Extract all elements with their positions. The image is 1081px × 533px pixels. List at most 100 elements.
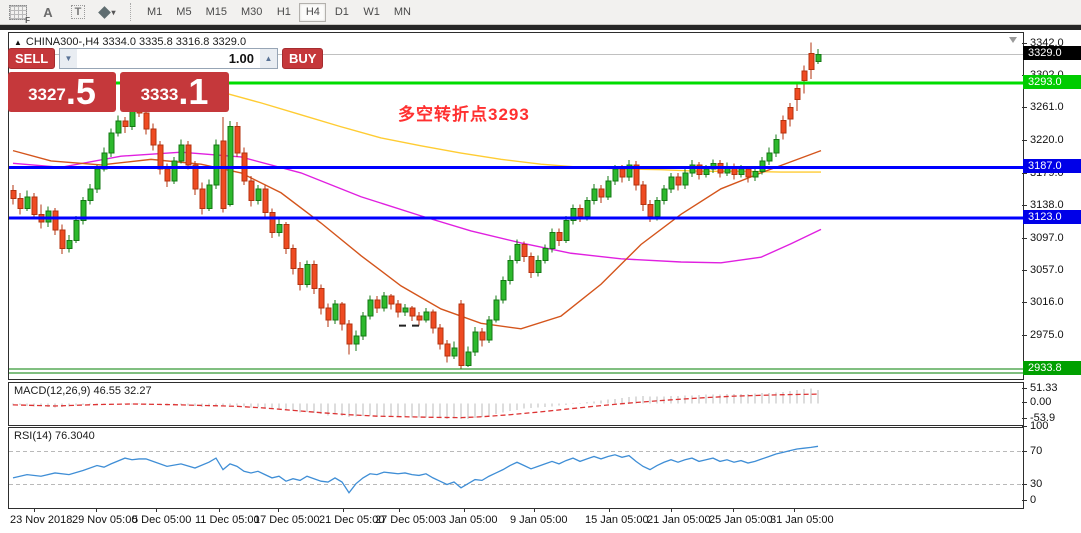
price-badge: 3123.0 [1023,210,1081,225]
volume-decrease-button[interactable]: ▼ [60,49,77,68]
sell-price-button[interactable]: 3327.5 [8,72,116,112]
time-tick-mark [464,508,465,512]
chart-title: ▲ CHINA300-,H4 3334.0 3335.8 3316.8 3329.… [14,36,247,48]
price-tick-mark [1022,302,1027,304]
collapse-arrow-icon[interactable]: ▲ [14,38,22,47]
rsi-pane[interactable] [8,427,1024,509]
timeframe-button-d1[interactable]: D1 [328,3,355,22]
chart-shift-marker [1009,37,1017,43]
macd-label: MACD(12,26,9) 46.55 32.27 [14,385,152,397]
macd-signal-line [12,393,819,419]
buy-price-main: 3333 [140,85,179,104]
price-axis[interactable]: 3342.03302.03261.03220.03179.03138.03097… [1022,30,1081,508]
sell-price-main: 3327 [28,85,66,104]
time-axis-label: 31 Jan 05:00 [770,514,834,526]
price-badge: 3187.0 [1023,159,1081,174]
time-tick-mark [609,508,610,512]
time-axis-label: 5 Dec 05:00 [132,514,192,526]
price-tick-mark [1022,205,1027,207]
time-axis-label: 27 Dec 05:00 [375,514,441,526]
time-tick-mark [219,508,220,512]
toolbar-separator [130,3,132,21]
timeframe-button-m5[interactable]: M5 [170,3,197,22]
timeframe-button-h1[interactable]: H1 [270,3,297,22]
toolbar: F A T ▾ M1 M5 M15 M30 H1 H4 D1 W1 MN [0,0,1081,25]
chart-annotation: 多空转折点3293 [398,105,530,124]
price-tick-mark [1022,43,1027,44]
price-tick-mark [1022,140,1027,142]
time-axis-label: 29 Nov 05:00 [72,514,138,526]
price-badge: 2933.8 [1023,360,1081,375]
time-tick-mark [399,508,400,512]
macd-tick-label: -53.9 [1030,412,1056,425]
time-tick-mark [794,508,795,512]
time-axis-label: 17 Dec 05:00 [254,514,320,526]
time-tick-mark [733,508,734,512]
price-tick-label: 3220.0 [1030,134,1064,147]
rsi-tick-label: 30 [1030,477,1043,490]
time-axis-label: 21 Jan 05:00 [647,514,711,526]
timeframe-button-m15[interactable]: M15 [200,3,233,22]
price-tick-mark [1022,335,1027,336]
macd-tick-mark [1022,402,1027,404]
rsi-tick-mark [1022,483,1027,485]
buy-price-pips: .1 [178,71,209,112]
price-tick-label: 3057.0 [1030,263,1064,276]
rsi-tick-mark [1022,450,1027,452]
sell-price-pips: .5 [65,71,96,112]
rsi-tick-label: 100 [1030,419,1049,432]
rsi-line [12,445,819,494]
sell-button[interactable]: SELL [8,48,55,69]
macd-tick-label: 0.00 [1030,396,1052,409]
time-tick-mark [671,508,672,512]
price-badge: 3329.0 [1023,46,1081,61]
font-icon[interactable]: A [43,4,53,20]
time-tick-mark [96,508,97,512]
time-tick-mark [534,508,535,512]
text-label-icon[interactable]: T [66,2,90,22]
timeframe-button-mn[interactable]: MN [388,3,417,22]
price-tick-mark [1022,107,1027,109]
time-tick-mark [278,508,279,512]
price-tick-label: 3138.0 [1030,199,1064,212]
timeframe-button-w1[interactable]: W1 [357,3,386,22]
rsi-chart[interactable] [9,428,1023,508]
dropdown-caret-icon[interactable]: ▾ [111,7,116,17]
rsi-tick-label: 70 [1030,444,1043,457]
rsi-tick-label: 0 [1030,494,1037,506]
time-tick-mark [34,508,35,512]
price-tick-label: 3261.0 [1030,101,1064,114]
buy-price-button[interactable]: 3333.1 [120,72,229,112]
buy-button[interactable]: BUY [282,48,324,69]
macd-tick-mark [1022,418,1027,420]
time-tick-mark [156,508,157,512]
one-click-trade-panel: SELL ▼ ▲ BUY 3327.5 3333.1 [8,48,324,112]
candlestick-chart[interactable] [9,33,1023,379]
timeframe-button-h4[interactable]: H4 [299,2,327,22]
macd-tick-label: 51.33 [1030,381,1058,394]
timeframe-button-m30[interactable]: M30 [235,3,268,22]
time-axis-label: 21 Dec 05:00 [319,514,385,526]
volume-input[interactable] [77,49,260,68]
time-axis-label: 15 Jan 05:00 [585,514,649,526]
macd-pane[interactable] [8,382,1024,426]
ma-orange [12,149,822,330]
templates-grid-icon[interactable]: F [6,2,30,25]
price-tick-label: 3342.0 [1030,37,1064,49]
timeframe-button-m1[interactable]: M1 [141,3,168,22]
time-axis-label: 9 Jan 05:00 [510,514,568,526]
time-axis[interactable]: 23 Nov 2018 29 Nov 05:00 5 Dec 05:00 11 Dec… [8,508,1081,533]
time-axis-label: 25 Jan 05:00 [709,514,773,526]
volume-stepper: ▼ ▲ [59,48,278,69]
timeframe-group: M1 M5 M15 M30 H1 H4 D1 W1 MN [140,2,418,22]
time-axis-label: 11 Dec 05:00 [195,514,260,526]
price-tick-mark [1022,237,1027,239]
pointer-tools-icon[interactable]: ▾ [96,2,120,22]
price-tick-label: 3097.0 [1030,231,1064,244]
volume-increase-button[interactable]: ▲ [260,49,277,68]
price-badge: 3293.0 [1023,74,1081,89]
macd-chart[interactable] [9,383,1023,425]
price-tick-label: 3016.0 [1030,296,1064,309]
macd-tick-mark [1022,387,1027,389]
